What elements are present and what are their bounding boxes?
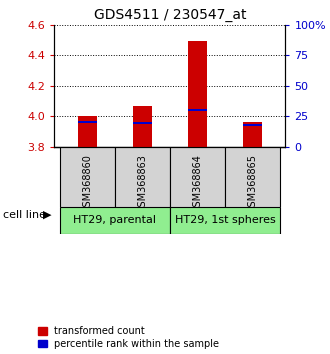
Text: HT29, parental: HT29, parental xyxy=(74,215,156,225)
Bar xyxy=(60,147,115,206)
Text: ▶: ▶ xyxy=(43,210,51,220)
Bar xyxy=(188,109,207,111)
Bar xyxy=(133,122,152,124)
Bar xyxy=(170,206,280,234)
Bar xyxy=(78,115,97,147)
Bar xyxy=(243,124,262,126)
Bar xyxy=(170,147,225,206)
Bar xyxy=(60,206,170,234)
Text: cell line: cell line xyxy=(3,210,46,220)
Bar xyxy=(243,122,262,147)
Bar xyxy=(188,41,207,147)
Bar xyxy=(225,147,280,206)
Bar xyxy=(78,121,97,122)
Bar xyxy=(115,147,170,206)
Bar xyxy=(133,107,152,147)
Legend: transformed count, percentile rank within the sample: transformed count, percentile rank withi… xyxy=(38,326,219,349)
Title: GDS4511 / 230547_at: GDS4511 / 230547_at xyxy=(94,8,246,22)
Text: GSM368865: GSM368865 xyxy=(248,154,257,213)
Text: GSM368864: GSM368864 xyxy=(192,154,202,213)
Text: GSM368860: GSM368860 xyxy=(82,154,92,213)
Text: GSM368863: GSM368863 xyxy=(138,154,148,213)
Text: HT29, 1st spheres: HT29, 1st spheres xyxy=(175,215,275,225)
